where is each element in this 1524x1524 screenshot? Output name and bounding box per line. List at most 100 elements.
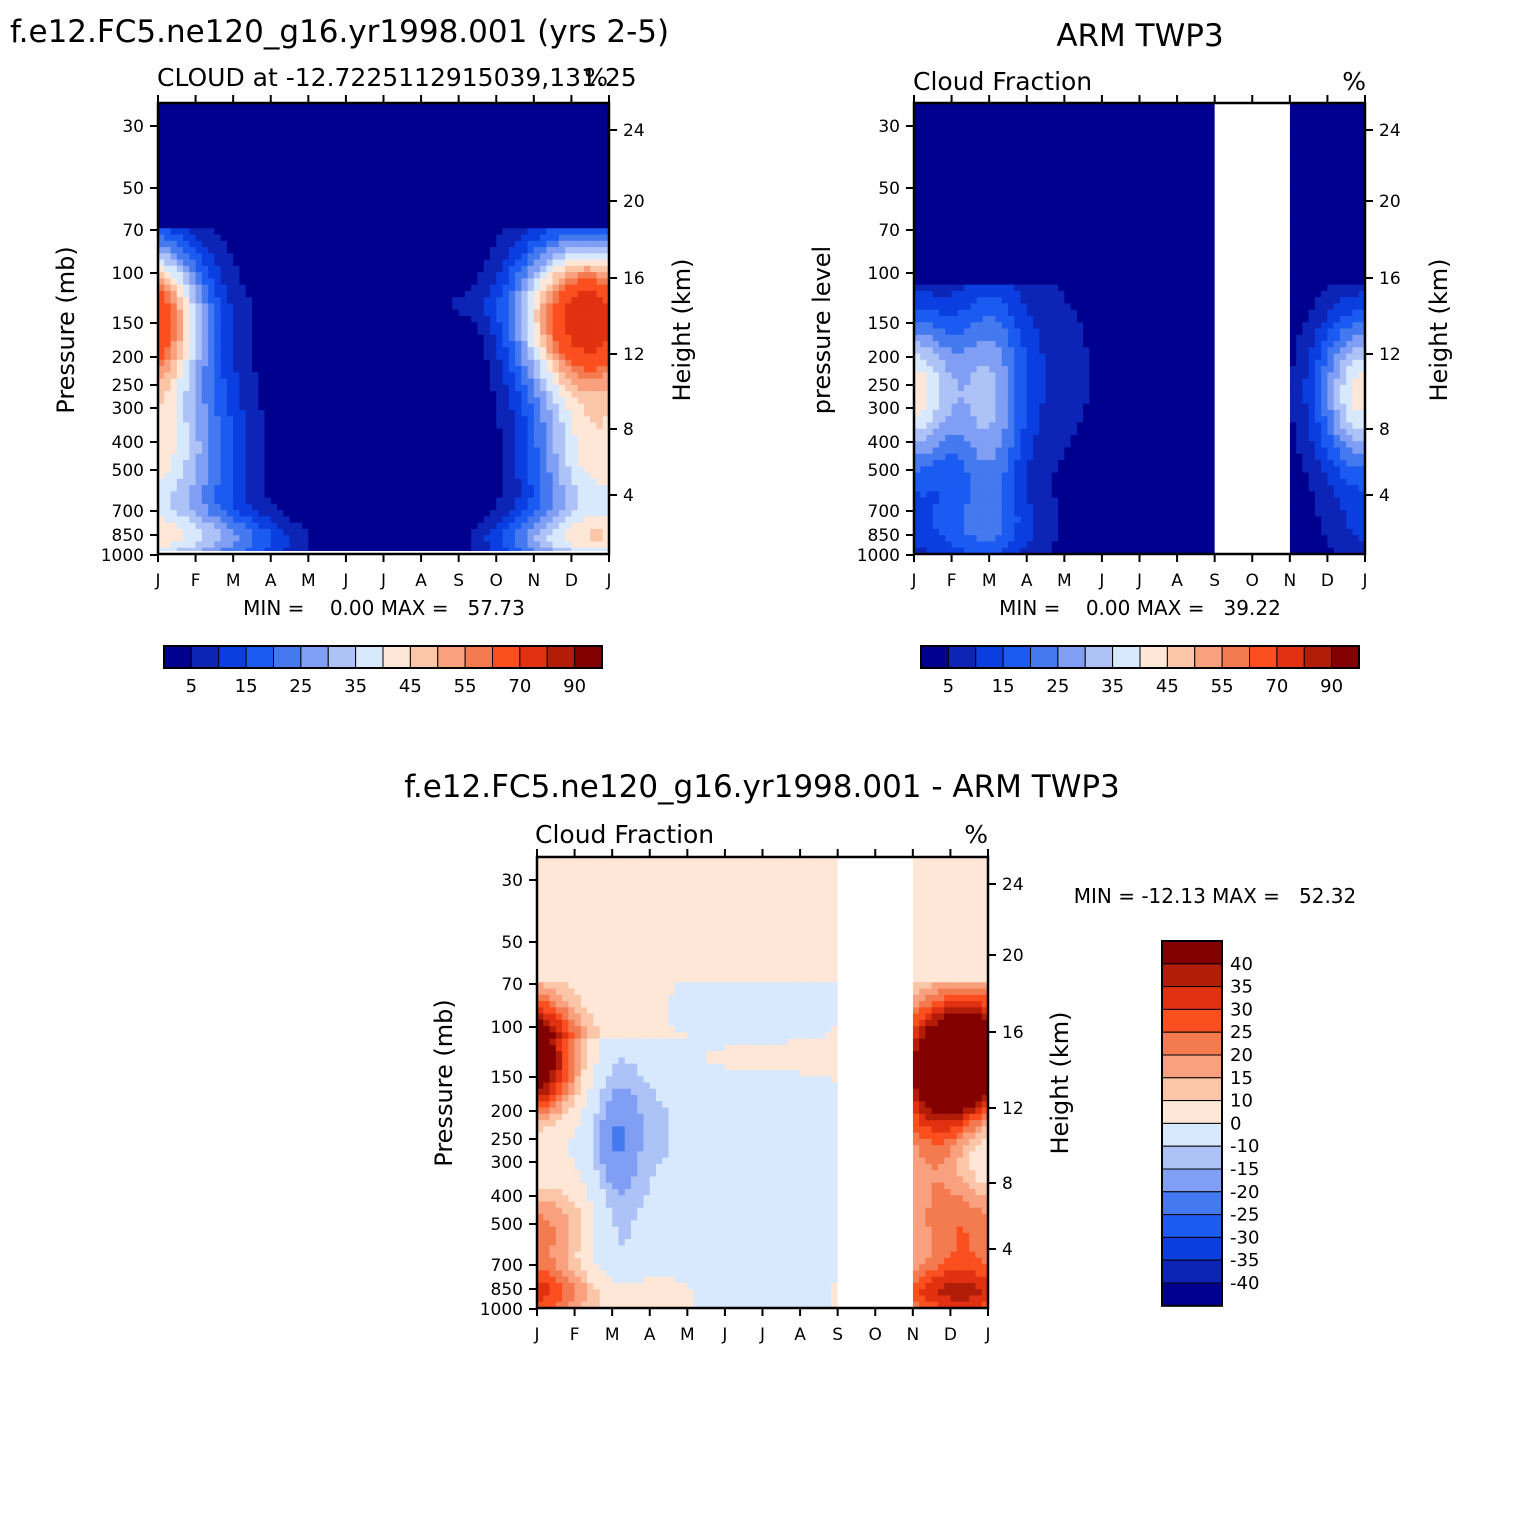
model-cell (358, 291, 365, 298)
model-cell (459, 429, 466, 436)
model-cell (239, 122, 246, 129)
model-cell (477, 116, 484, 123)
model-cell (590, 316, 597, 323)
model-cell (459, 316, 466, 323)
model-cell (415, 448, 422, 455)
model-cell (559, 347, 566, 354)
model-cell (221, 523, 228, 530)
model-cell (578, 172, 585, 179)
model-cell (315, 523, 322, 530)
model-cell (565, 134, 572, 141)
model-cell (384, 260, 391, 267)
model-cell (471, 297, 478, 304)
model-cell (221, 347, 228, 354)
model-cell (490, 416, 497, 423)
model-cell (246, 310, 253, 317)
model-cell (377, 479, 384, 486)
model-cell (177, 272, 184, 279)
model-cell (189, 153, 196, 160)
model-cell (164, 441, 171, 448)
model-cell (521, 404, 528, 411)
model-cell (540, 360, 547, 367)
model-cell (346, 466, 353, 473)
model-cell (183, 203, 190, 210)
model-cell (283, 435, 290, 442)
model-cell (340, 404, 347, 411)
model-cell (427, 272, 434, 279)
model-cell (183, 128, 190, 135)
model-cell (402, 510, 409, 517)
model-cell (308, 473, 315, 480)
model-cell (415, 454, 422, 461)
model-cell (233, 416, 240, 423)
model-cell (302, 360, 309, 367)
model-cell (421, 184, 428, 191)
model-cell (283, 397, 290, 404)
model-cell (183, 510, 190, 517)
model-cell (290, 159, 297, 166)
model-cell (177, 429, 184, 436)
model-cell (290, 228, 297, 235)
model-cell (214, 422, 221, 429)
model-cell (327, 329, 334, 336)
model-cell (315, 529, 322, 536)
model-cell (258, 354, 265, 361)
model-cell (477, 498, 484, 505)
model-cell (358, 504, 365, 511)
model-cell (496, 166, 503, 173)
model-cell (465, 354, 472, 361)
model-cell (290, 454, 297, 461)
model-cell (321, 429, 328, 436)
model-cell (371, 410, 378, 417)
model-cell (421, 266, 428, 273)
model-cell (427, 203, 434, 210)
model-cell (427, 116, 434, 123)
model-cell (471, 291, 478, 298)
model-cell (308, 116, 315, 123)
model-cell (371, 278, 378, 285)
model-cell (465, 128, 472, 135)
model-cell (528, 429, 535, 436)
model-cell (177, 535, 184, 542)
model-cell (246, 479, 253, 486)
model-cell (446, 303, 453, 310)
model-cell (402, 216, 409, 223)
model-cell (302, 172, 309, 179)
model-cell (421, 366, 428, 373)
model-cell (290, 498, 297, 505)
model-cell (283, 128, 290, 135)
model-cell (208, 191, 215, 198)
model-cell (308, 466, 315, 473)
model-cell (340, 122, 347, 129)
model-cell (446, 216, 453, 223)
model-cell (528, 278, 535, 285)
model-cell (534, 197, 541, 204)
model-cell (452, 366, 459, 373)
model-cell (484, 184, 491, 191)
model-cell (578, 147, 585, 154)
model-cell (214, 128, 221, 135)
model-cell (252, 297, 259, 304)
model-cell (208, 153, 215, 160)
model-cell (415, 441, 422, 448)
model-cell (321, 479, 328, 486)
model-cell (440, 172, 447, 179)
model-cell (352, 109, 359, 116)
model-cell (521, 178, 528, 185)
model-cell (446, 166, 453, 173)
model-cell (258, 297, 265, 304)
model-cell (521, 397, 528, 404)
model-cell (377, 429, 384, 436)
model-cell (390, 222, 397, 229)
model-cell (208, 228, 215, 235)
model-cell (471, 441, 478, 448)
model-cell (471, 172, 478, 179)
model-cell (189, 178, 196, 185)
model-cell (315, 272, 322, 279)
model-cell (571, 479, 578, 486)
model-cell (415, 184, 422, 191)
model-cell (471, 473, 478, 480)
model-cell (221, 473, 228, 480)
model-cell (327, 347, 334, 354)
model-cell (239, 498, 246, 505)
